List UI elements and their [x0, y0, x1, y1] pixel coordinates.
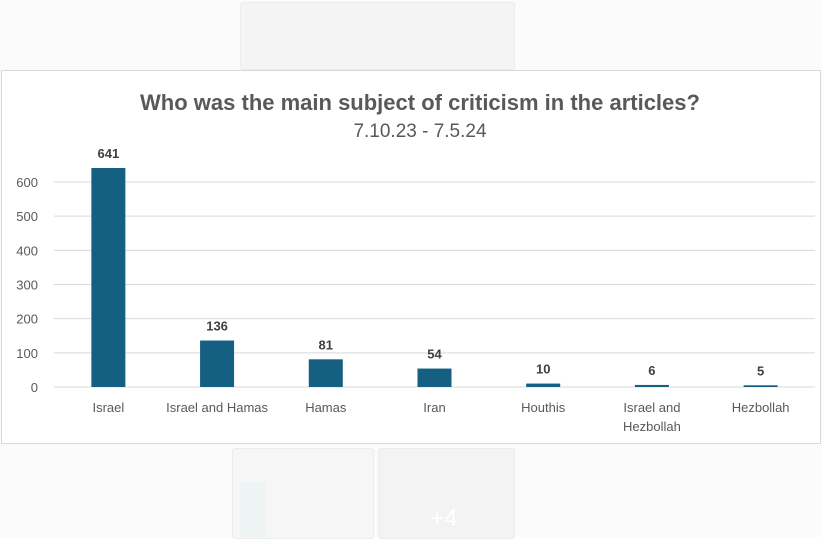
x-category-label: Israel [92, 400, 124, 415]
bars [91, 167, 778, 387]
y-tick-label: 200 [16, 312, 38, 327]
bar-data-label: 54 [427, 347, 442, 362]
bar [308, 359, 343, 387]
y-tick-label: 0 [31, 380, 38, 395]
y-tick-label: 600 [16, 175, 38, 190]
x-category-label: Houthis [521, 400, 566, 415]
y-tick-label: 100 [16, 346, 38, 361]
gridlines [54, 181, 815, 388]
y-tick-label: 400 [16, 243, 38, 258]
bar-data-label: 10 [536, 362, 550, 377]
x-category-label: Israel and Hamas [166, 400, 268, 415]
chart-title: Who was the main subject of criticism in… [140, 90, 700, 115]
x-category-label: Hamas [305, 400, 347, 415]
chart-subtitle: 7.10.23 - 7.5.24 [353, 121, 487, 142]
bar [91, 167, 126, 387]
y-tick-label: 300 [16, 278, 38, 293]
background-more-count: +4 [430, 505, 458, 532]
bar [200, 340, 235, 387]
bar-data-label: 136 [206, 319, 228, 334]
chart-card: Who was the main subject of criticism in… [1, 70, 821, 444]
bar-data-label: 5 [757, 363, 764, 378]
x-category-label: Israel and Hezbollah [623, 400, 681, 434]
bar [634, 384, 669, 387]
bar-data-label: 81 [319, 337, 333, 352]
bar [417, 368, 452, 387]
bar-data-label: 641 [98, 146, 120, 161]
x-axis-categories: Israel Israel and Hamas Hamas Iran Houthis Is… [92, 400, 789, 434]
y-axis-ticks: 0 100 200 300 400 500 600 [16, 175, 38, 395]
data-labels: 641 136 81 54 10 6 5 [98, 146, 765, 378]
bar [526, 383, 561, 387]
x-category-label: Hezbollah [732, 400, 790, 415]
background-faded-bar [240, 482, 266, 537]
x-category-label: Iran [423, 400, 445, 415]
bar-data-label: 6 [648, 363, 655, 378]
background-newspaper-thumbnail [240, 2, 515, 70]
bar-chart: Who was the main subject of criticism in… [16, 90, 815, 434]
y-tick-label: 500 [16, 209, 38, 224]
bar [743, 385, 778, 387]
